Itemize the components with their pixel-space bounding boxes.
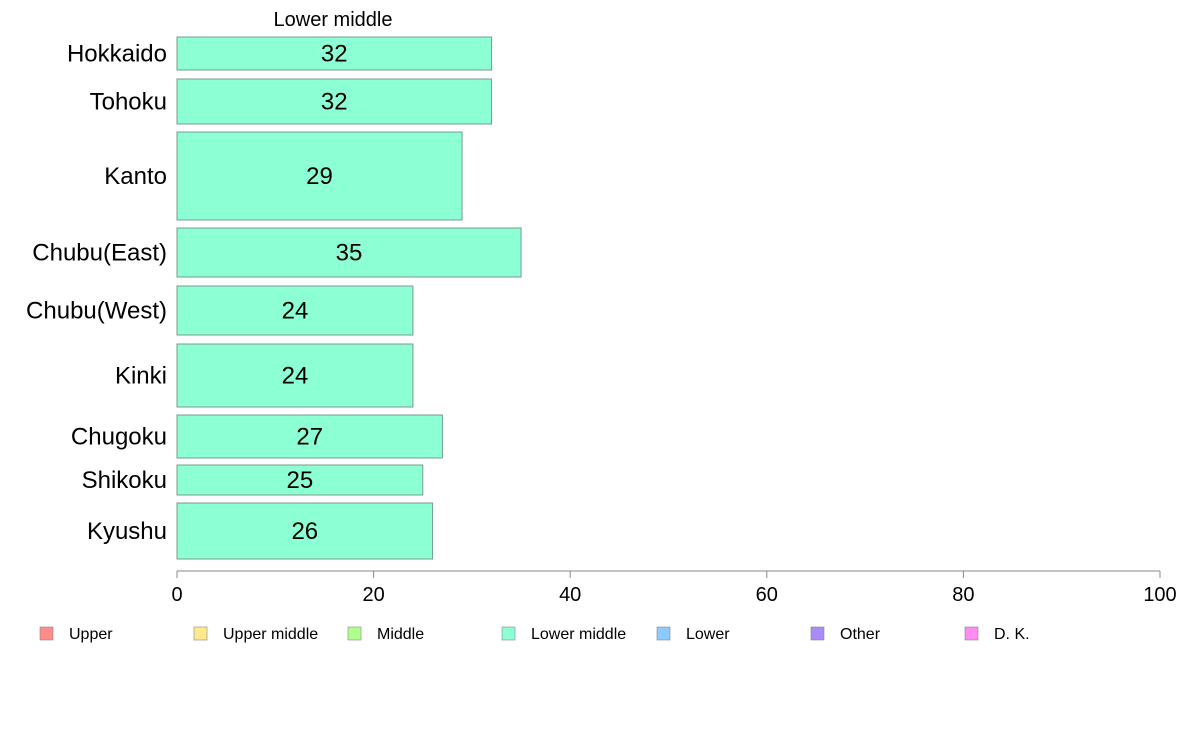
category-label: Kanto xyxy=(104,163,167,190)
data-label: 24 xyxy=(282,298,309,325)
data-label: 32 xyxy=(321,89,348,116)
data-label: 32 xyxy=(321,41,348,68)
data-label: 26 xyxy=(291,518,318,545)
bar-kanto xyxy=(176,131,463,221)
category-label: Chugoku xyxy=(71,424,167,451)
bar-chubu-west- xyxy=(176,285,414,336)
legend-label: Lower xyxy=(686,626,730,643)
category-label: Kyushu xyxy=(87,518,167,545)
legend-swatch xyxy=(347,626,362,641)
data-label: 25 xyxy=(287,467,314,494)
category-label: Kinki xyxy=(115,363,167,390)
x-tick-label: 100 xyxy=(1143,584,1176,606)
legend-label: Upper xyxy=(69,626,113,643)
bar-chugoku xyxy=(176,414,443,459)
category-label: Tohoku xyxy=(90,89,167,116)
data-label: 24 xyxy=(282,363,309,390)
bar-kinki xyxy=(176,343,414,408)
bar-tohoku xyxy=(176,78,493,125)
x-tick-label: 0 xyxy=(171,584,182,606)
legend: Upper Upper middle Middle Lower middle Lower… xyxy=(39,626,1030,643)
legend-swatch xyxy=(193,626,208,641)
bars-group: Hokkaido 32 Tohoku 32 Kanto 29 Chubu(East) 35 Ch… xyxy=(26,36,522,560)
data-label: 35 xyxy=(336,240,363,267)
category-label: Hokkaido xyxy=(67,41,167,68)
bar-hokkaido xyxy=(176,36,493,71)
x-tick-label: 20 xyxy=(362,584,384,606)
bar-shikoku xyxy=(176,464,424,496)
legend-swatch xyxy=(39,626,54,641)
x-tick-label: 80 xyxy=(952,584,974,606)
legend-label: Lower middle xyxy=(531,626,626,643)
bar-chubu-east- xyxy=(176,227,522,278)
x-tick-label: 60 xyxy=(756,584,778,606)
legend-swatch xyxy=(501,626,516,641)
chart-title: Lower middle xyxy=(274,9,393,31)
data-label: 27 xyxy=(296,424,323,451)
legend-swatch xyxy=(964,626,979,641)
x-axis: 0 20 40 60 80 100 xyxy=(171,570,1177,606)
bar-kyushu xyxy=(176,502,434,560)
legend-label: Other xyxy=(840,626,881,643)
category-label: Shikoku xyxy=(82,467,167,494)
category-label: Chubu(East) xyxy=(32,240,167,267)
x-tick-label: 40 xyxy=(559,584,581,606)
legend-swatch xyxy=(656,626,671,641)
legend-label: Middle xyxy=(377,626,424,643)
data-label: 29 xyxy=(306,163,333,190)
category-label: Chubu(West) xyxy=(26,298,167,325)
legend-label: Upper middle xyxy=(223,626,318,643)
legend-label: D. K. xyxy=(994,626,1030,643)
legend-swatch xyxy=(810,626,825,641)
